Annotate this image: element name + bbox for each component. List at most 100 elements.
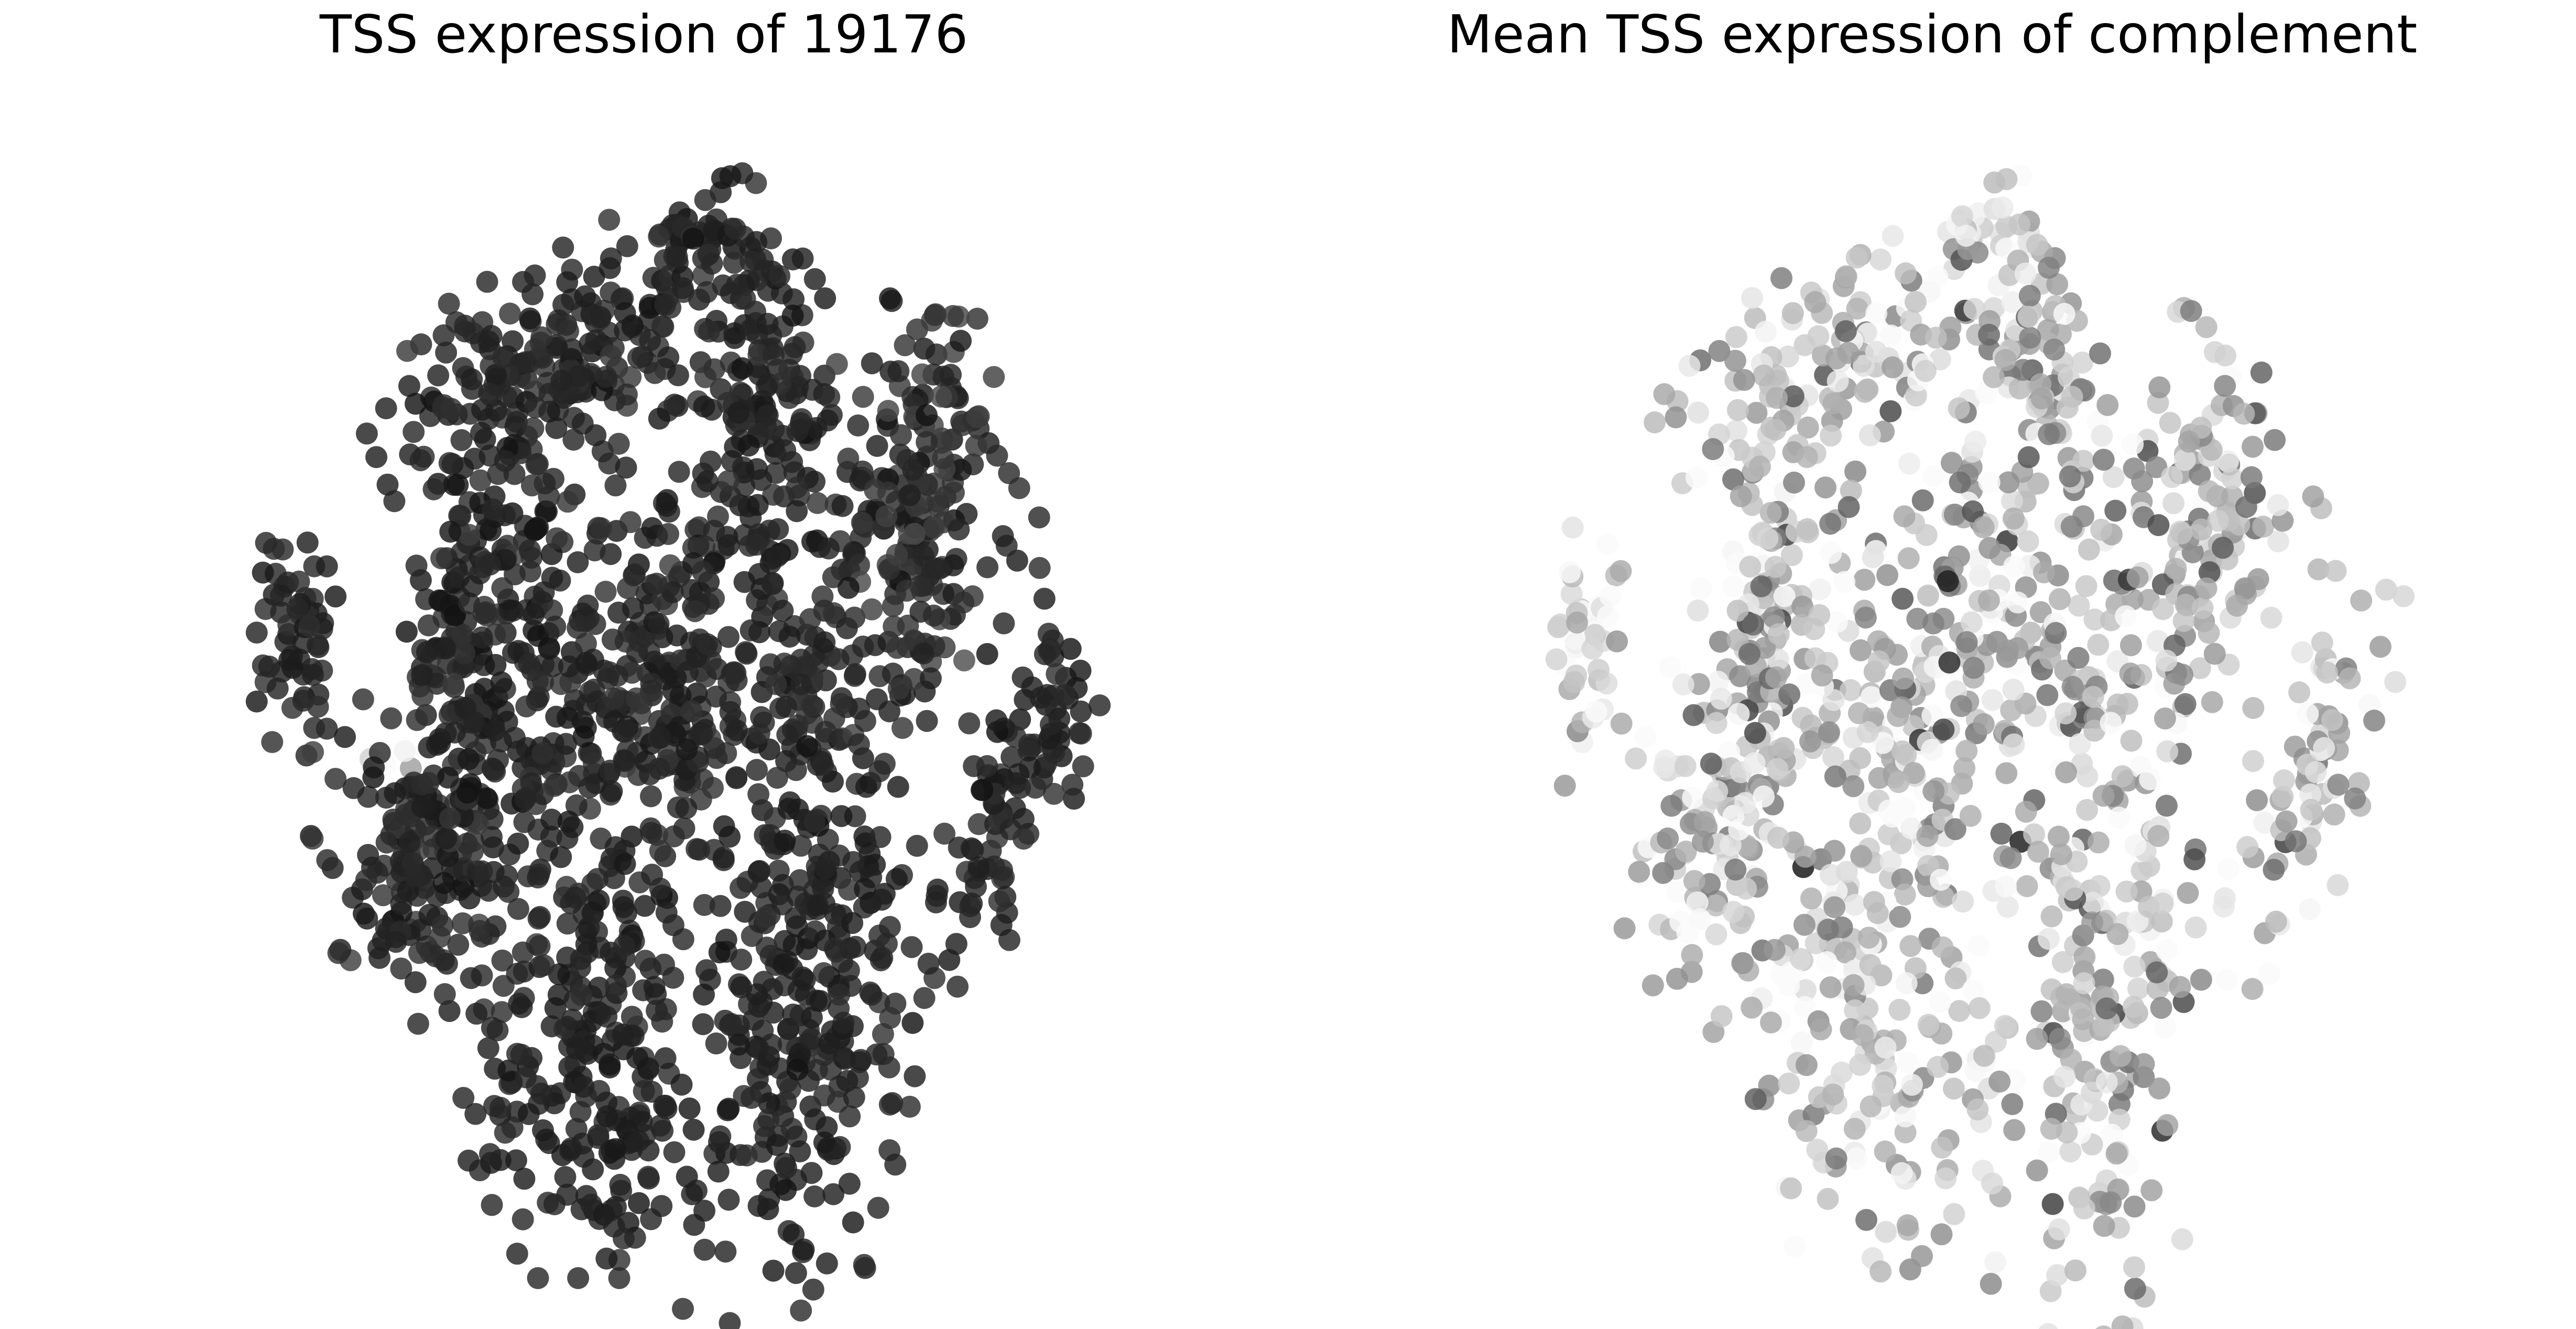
scatter-point bbox=[1681, 944, 1703, 966]
scatter-point bbox=[1942, 1077, 1965, 1100]
scatter-point bbox=[2126, 566, 2149, 589]
scatter-point bbox=[2183, 848, 2206, 870]
scatter-point bbox=[1862, 546, 1884, 569]
scatter-point bbox=[531, 742, 554, 765]
scatter-point bbox=[883, 615, 905, 638]
scatter-point bbox=[2307, 558, 2330, 581]
scatter-point bbox=[2038, 1323, 2058, 1329]
scatter-point bbox=[342, 777, 365, 799]
scatter-point bbox=[2363, 710, 2385, 732]
scatter-point bbox=[693, 894, 715, 916]
scatter-point bbox=[983, 366, 1005, 388]
scatter-point bbox=[628, 630, 650, 652]
scatter-point bbox=[1687, 600, 1709, 622]
scatter-point bbox=[2217, 450, 2239, 473]
scatter-point bbox=[438, 452, 461, 474]
scatter-point bbox=[2123, 955, 2146, 978]
scatter-point bbox=[1644, 411, 1666, 433]
scatter-point bbox=[677, 661, 699, 683]
scatter-point bbox=[1955, 739, 1978, 762]
scatter-point bbox=[2046, 1264, 2069, 1287]
scatter-point bbox=[903, 522, 926, 545]
scatter-point bbox=[1914, 360, 1937, 382]
scatter-point bbox=[2040, 1118, 2062, 1140]
scatter-point bbox=[1729, 665, 1752, 688]
scatter-point bbox=[1978, 323, 2000, 346]
scatter-point bbox=[959, 895, 982, 918]
scatter-point bbox=[2050, 843, 2072, 866]
scatter-point bbox=[1894, 1121, 1917, 1143]
scatter-point bbox=[1963, 298, 1986, 320]
scatter-point bbox=[1024, 777, 1047, 799]
scatter-point bbox=[355, 422, 378, 445]
scatter-point bbox=[1822, 1083, 1844, 1106]
scatter-point bbox=[316, 555, 338, 578]
scatter-point bbox=[471, 860, 493, 883]
scatter-point bbox=[567, 551, 589, 573]
scatter-point bbox=[519, 539, 541, 562]
scatter-point bbox=[2171, 1228, 2193, 1250]
scatter-point bbox=[1951, 205, 1973, 227]
scatter-point bbox=[2102, 466, 2125, 488]
scatter-point bbox=[2384, 671, 2407, 693]
scatter-point bbox=[2092, 1015, 2114, 1037]
scatter-point bbox=[2147, 514, 2170, 536]
scatter-point bbox=[861, 352, 883, 375]
scatter-point bbox=[590, 517, 612, 539]
scatter-point bbox=[2350, 589, 2373, 612]
scatter-point bbox=[2323, 803, 2345, 826]
scatter-point bbox=[514, 351, 536, 374]
scatter-point bbox=[668, 461, 690, 483]
scatter-point bbox=[1882, 225, 1904, 247]
scatter-point bbox=[882, 595, 904, 617]
scatter-point bbox=[458, 1149, 480, 1172]
scatter-point bbox=[1795, 979, 1817, 1001]
scatter-point bbox=[1796, 518, 1819, 540]
scatter-point bbox=[411, 684, 434, 707]
scatter-point bbox=[527, 625, 549, 647]
scatter-point bbox=[1659, 656, 1681, 678]
scatter-point bbox=[2155, 649, 2178, 672]
scatter-point bbox=[1972, 516, 1995, 539]
scatter-point bbox=[950, 330, 972, 352]
scatter-point bbox=[1794, 996, 1816, 1018]
scatter-point bbox=[786, 476, 808, 499]
scatter-point bbox=[1610, 712, 1633, 735]
scatter-point bbox=[505, 1149, 527, 1172]
scatter-point bbox=[684, 600, 706, 623]
scatter-point bbox=[708, 941, 731, 964]
scatter-point bbox=[648, 757, 670, 780]
scatter-point bbox=[418, 736, 440, 759]
scatter-point bbox=[2242, 697, 2265, 719]
scatter-point bbox=[904, 1065, 926, 1087]
scatter-point bbox=[1869, 1260, 1892, 1283]
scatter-point bbox=[1819, 513, 1842, 535]
scatter-point bbox=[1879, 400, 1902, 422]
scatter-point bbox=[2214, 375, 2236, 397]
scatter-point bbox=[2049, 1028, 2071, 1050]
scatter-point bbox=[727, 401, 750, 424]
scatter-point bbox=[1874, 1037, 1897, 1059]
scatter-point bbox=[1890, 1162, 1913, 1184]
scatter-point bbox=[434, 637, 456, 660]
scatter-point bbox=[451, 624, 474, 646]
scatter-point bbox=[479, 444, 501, 467]
scatter-point bbox=[1854, 380, 1876, 403]
scatter-point bbox=[916, 431, 938, 453]
scatter-point bbox=[2055, 983, 2078, 1006]
scatter-point bbox=[785, 759, 807, 781]
scatter-point bbox=[1744, 722, 1766, 744]
scatter-point bbox=[1948, 1000, 1971, 1022]
scatter-point bbox=[1948, 397, 1970, 420]
scatter-point bbox=[822, 602, 845, 625]
scatter-point bbox=[527, 866, 549, 889]
scatter-point bbox=[497, 880, 520, 903]
scatter-point bbox=[1069, 659, 1092, 682]
scatter-point bbox=[2169, 976, 2191, 998]
scatter-point bbox=[555, 733, 577, 755]
scatter-point bbox=[2190, 968, 2212, 991]
scatter-point bbox=[1725, 326, 1747, 348]
scatter-point bbox=[1849, 1054, 1871, 1076]
scatter-point bbox=[945, 933, 968, 955]
scatter-point bbox=[1994, 1015, 2016, 1037]
